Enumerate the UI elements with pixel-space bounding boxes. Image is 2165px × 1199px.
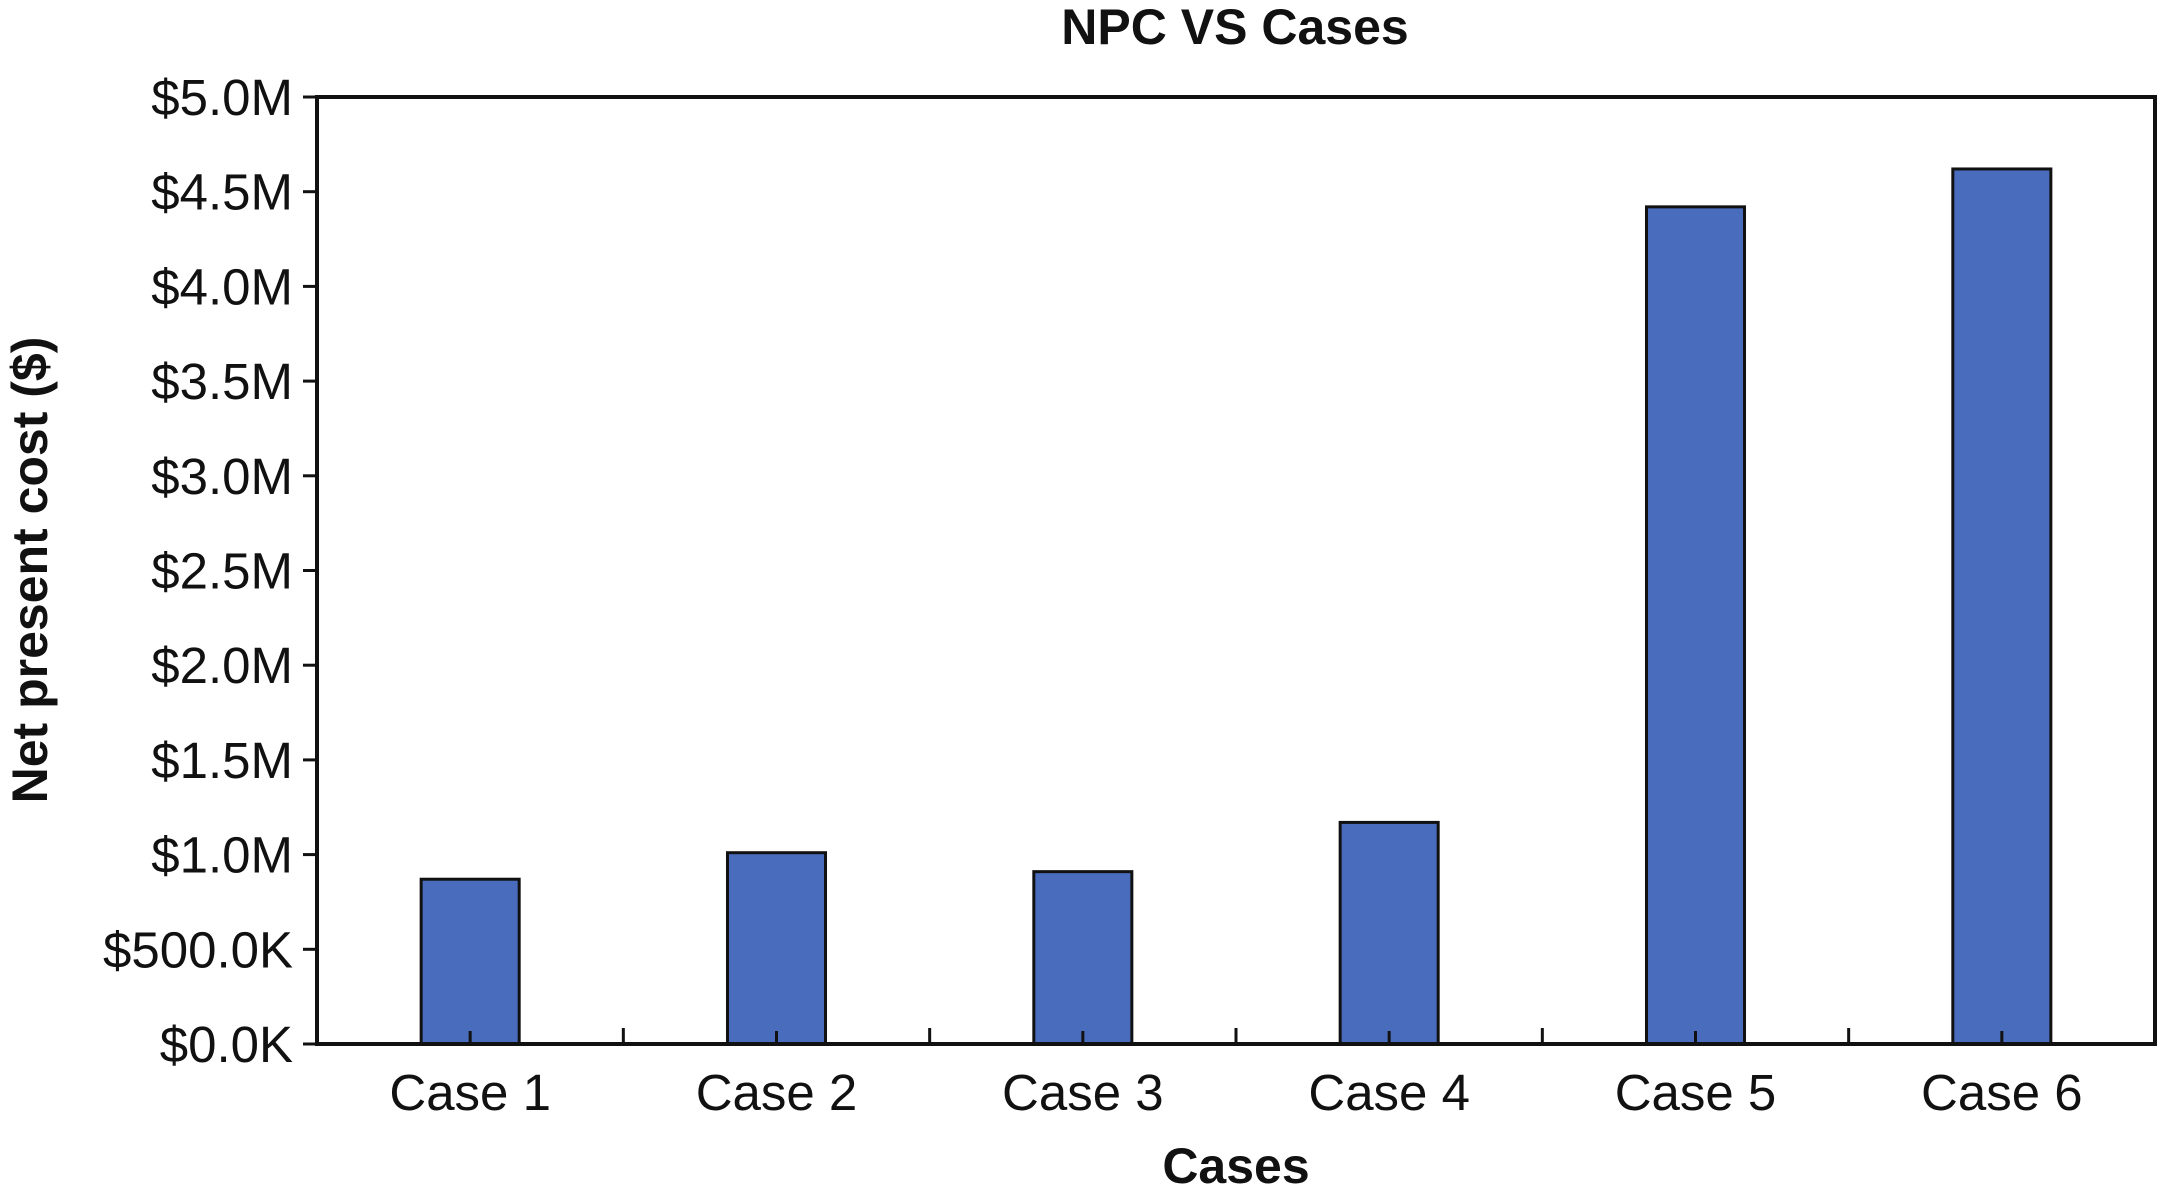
x-axis-tick-labels: Case 1 Case 2 Case 3 Case 4 Case 5 Case 6 — [389, 1064, 2082, 1121]
x-axis-ticks — [315, 1028, 2157, 1044]
bar-case-3 — [1032, 870, 1134, 1046]
y-tick-label: $4.5M — [151, 164, 293, 221]
bars-group — [419, 167, 2053, 1046]
y-axis-ticks — [303, 95, 317, 1046]
y-tick-label: $0.0K — [160, 1016, 293, 1073]
y-tick-label: $3.5M — [151, 353, 293, 410]
plot-area-frame — [315, 95, 2157, 1046]
x-tick-label: Case 3 — [1002, 1064, 1164, 1121]
y-tick-label: $4.0M — [151, 258, 293, 315]
bar-case-5 — [1644, 205, 1747, 1046]
chart-title: NPC VS Cases — [1061, 0, 1408, 55]
y-tick-label: $1.5M — [151, 732, 293, 789]
y-tick-label: $500.0K — [103, 921, 293, 978]
y-tick-label: $2.5M — [151, 543, 293, 600]
y-tick-label: $5.0M — [151, 69, 293, 126]
bar-case-4 — [1338, 820, 1440, 1046]
bar-case-1 — [419, 877, 521, 1046]
x-axis-label: Cases — [1162, 1138, 1309, 1194]
bar-case-6 — [1951, 167, 2053, 1046]
x-tick-label: Case 5 — [1615, 1064, 1777, 1121]
bar-case-2 — [725, 851, 828, 1046]
x-tick-label: Case 6 — [1921, 1064, 2083, 1121]
y-tick-label: $1.0M — [151, 827, 293, 884]
x-tick-label: Case 2 — [696, 1064, 858, 1121]
x-tick-label: Case 4 — [1308, 1064, 1470, 1121]
x-tick-label: Case 1 — [389, 1064, 551, 1121]
y-axis-tick-labels: $0.0K $500.0K $1.0M $1.5M $2.0M $2.5M $3.0M $3.… — [103, 69, 293, 1073]
y-tick-label: $2.0M — [151, 637, 293, 694]
y-tick-label: $3.0M — [151, 448, 293, 505]
y-axis-label: Net present cost ($) — [2, 337, 58, 804]
